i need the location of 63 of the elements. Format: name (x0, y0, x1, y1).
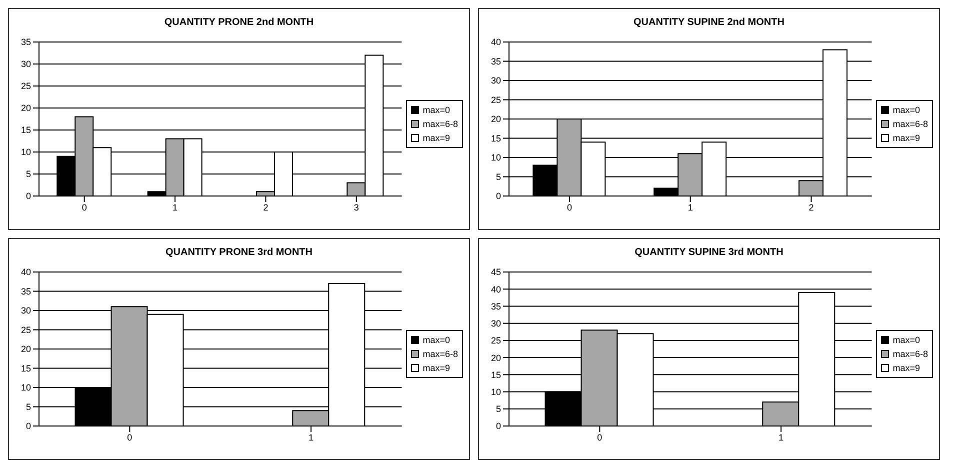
y-tick-label: 15 (20, 125, 31, 136)
x-tick-label: 0 (597, 432, 602, 442)
y-tick-label: 35 (20, 37, 31, 48)
y-tick-label: 0 (26, 421, 31, 432)
x-tick-label: 2 (808, 202, 814, 212)
y-tick-label: 20 (20, 344, 31, 354)
x-tick-label: 2 (263, 202, 268, 212)
y-tick-label: 5 (496, 172, 501, 182)
y-tick-label: 10 (20, 382, 31, 393)
y-tick-label: 25 (490, 94, 501, 105)
legend-label: max=0 (422, 334, 450, 347)
legend-label: max=9 (422, 362, 450, 375)
legend-label: max=6-8 (422, 118, 458, 131)
chart-title: QUANTITY PRONE 2nd MONTH (163, 16, 315, 28)
x-tick-label: 1 (778, 432, 784, 442)
y-tick-label: 35 (490, 56, 501, 66)
y-tick-label: 30 (490, 76, 501, 86)
y-tick-label: 20 (20, 103, 31, 114)
y-tick-label: 30 (20, 59, 31, 70)
y-tick-label: 35 (490, 301, 501, 312)
y-tick-label: 10 (490, 386, 501, 397)
y-tick-label: 10 (20, 147, 31, 158)
y-tick-label: 35 (20, 286, 31, 296)
y-tick-label: 30 (490, 318, 501, 329)
y-tick-label: 25 (20, 81, 31, 92)
y-tick-label: 20 (490, 352, 501, 363)
x-tick-label: 3 (354, 202, 359, 212)
chart-title: QUANTITY SUPINE 3rd MONTH (634, 246, 784, 258)
y-tick-label: 45 (490, 267, 501, 278)
y-tick-label: 5 (26, 169, 31, 180)
y-tick-label: 0 (496, 421, 501, 432)
y-tick-label: 25 (20, 324, 31, 335)
y-tick-label: 0 (496, 191, 501, 202)
y-tick-label: 25 (490, 336, 501, 346)
y-tick-label: 15 (20, 363, 31, 374)
y-tick-label: 20 (490, 114, 501, 124)
y-tick-label: 10 (490, 152, 501, 163)
x-tick-label: 0 (82, 202, 87, 212)
legend-label: max=0 (422, 104, 450, 117)
legend-label: max=0 (892, 334, 920, 347)
x-tick-label: 1 (308, 432, 314, 442)
legend-label: max=6-8 (892, 348, 928, 361)
y-tick-label: 5 (496, 404, 501, 414)
y-tick-label: 40 (490, 37, 501, 48)
x-tick-label: 1 (688, 202, 693, 212)
y-tick-label: 15 (490, 370, 501, 380)
y-tick-label: 30 (20, 306, 31, 316)
chart-title: QUANTITY SUPINE 2nd MONTH (632, 16, 786, 28)
x-tick-label: 0 (566, 202, 572, 212)
y-tick-label: 40 (490, 284, 501, 294)
x-tick-label: 0 (127, 432, 132, 442)
legend-label: max=0 (892, 104, 920, 117)
legend-label: max=6-8 (422, 348, 458, 361)
y-tick-label: 0 (26, 191, 31, 202)
legend-label: max=9 (422, 132, 450, 145)
x-tick-label: 1 (172, 202, 178, 212)
legend-label: max=6-8 (892, 118, 928, 131)
y-tick-label: 40 (20, 267, 31, 278)
chart-title: QUANTITY PRONE 3rd MONTH (164, 246, 314, 258)
y-tick-label: 15 (490, 133, 501, 144)
legend-label: max=9 (892, 362, 920, 375)
legend-label: max=9 (892, 132, 920, 145)
y-tick-label: 5 (26, 402, 31, 412)
